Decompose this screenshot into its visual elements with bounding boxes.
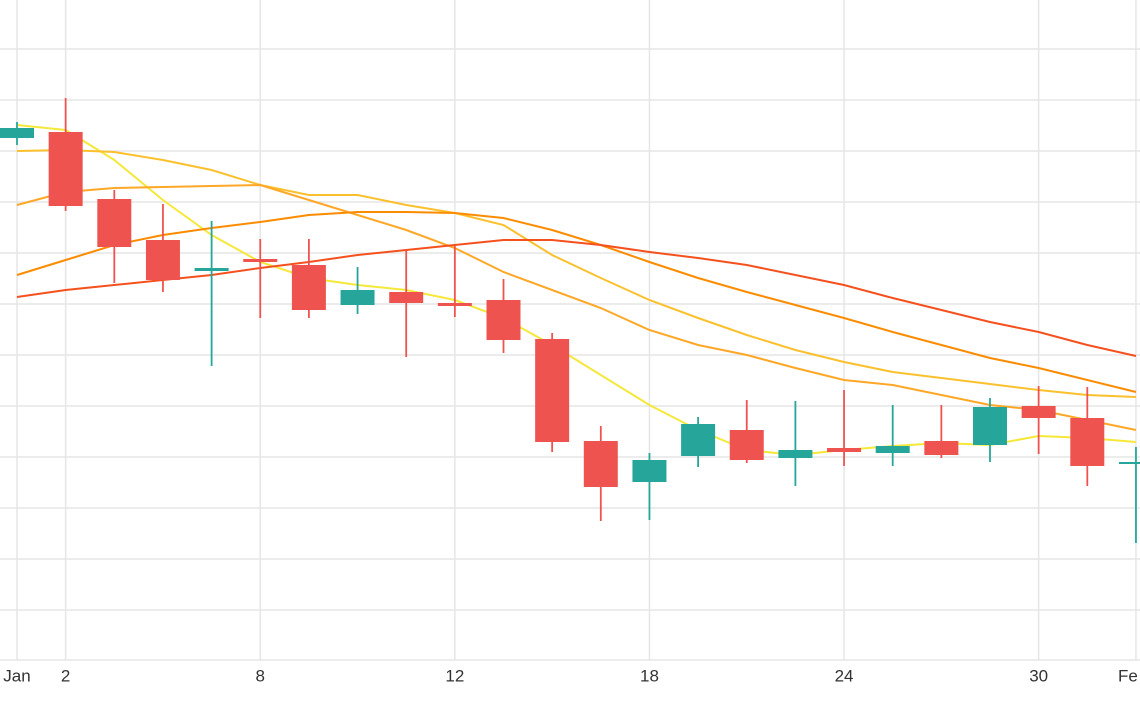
candle-body xyxy=(632,460,667,482)
x-tick-label: 12 xyxy=(445,666,464,685)
candle-body xyxy=(145,240,180,280)
candle-body xyxy=(437,303,472,306)
x-tick-label: 24 xyxy=(835,666,854,685)
moving-average-line xyxy=(16,239,1137,357)
candle-body xyxy=(97,199,132,247)
x-tick-label: 2 xyxy=(61,666,70,685)
candle-body xyxy=(681,424,716,456)
candle-body xyxy=(243,259,278,262)
x-tick-label: 8 xyxy=(256,666,265,685)
candle-body xyxy=(875,446,910,453)
moving-average-line xyxy=(16,148,1137,398)
candle-body xyxy=(583,441,618,487)
candle-body xyxy=(0,128,34,138)
candle-body xyxy=(1021,406,1056,418)
candle-body xyxy=(535,339,570,442)
moving-average-line xyxy=(16,183,1137,431)
candle-body xyxy=(973,407,1007,445)
x-tick-label: Fe xyxy=(1118,666,1138,685)
candle-body xyxy=(924,441,959,455)
candle-body xyxy=(1070,418,1105,466)
candle-body xyxy=(389,292,424,303)
candle-body xyxy=(48,132,83,206)
candle-body xyxy=(1118,462,1140,464)
candle-body xyxy=(486,300,521,340)
candle-body xyxy=(729,430,764,460)
x-tick-label: Jan xyxy=(3,666,30,685)
candle-body xyxy=(827,448,862,452)
x-tick-label: 18 xyxy=(640,666,659,685)
candle-body xyxy=(194,268,229,271)
x-tick-label: 30 xyxy=(1029,666,1048,685)
candle-body xyxy=(778,450,813,458)
candle-body xyxy=(291,265,326,310)
moving-average-line xyxy=(16,211,1137,393)
candle-body xyxy=(340,290,375,305)
